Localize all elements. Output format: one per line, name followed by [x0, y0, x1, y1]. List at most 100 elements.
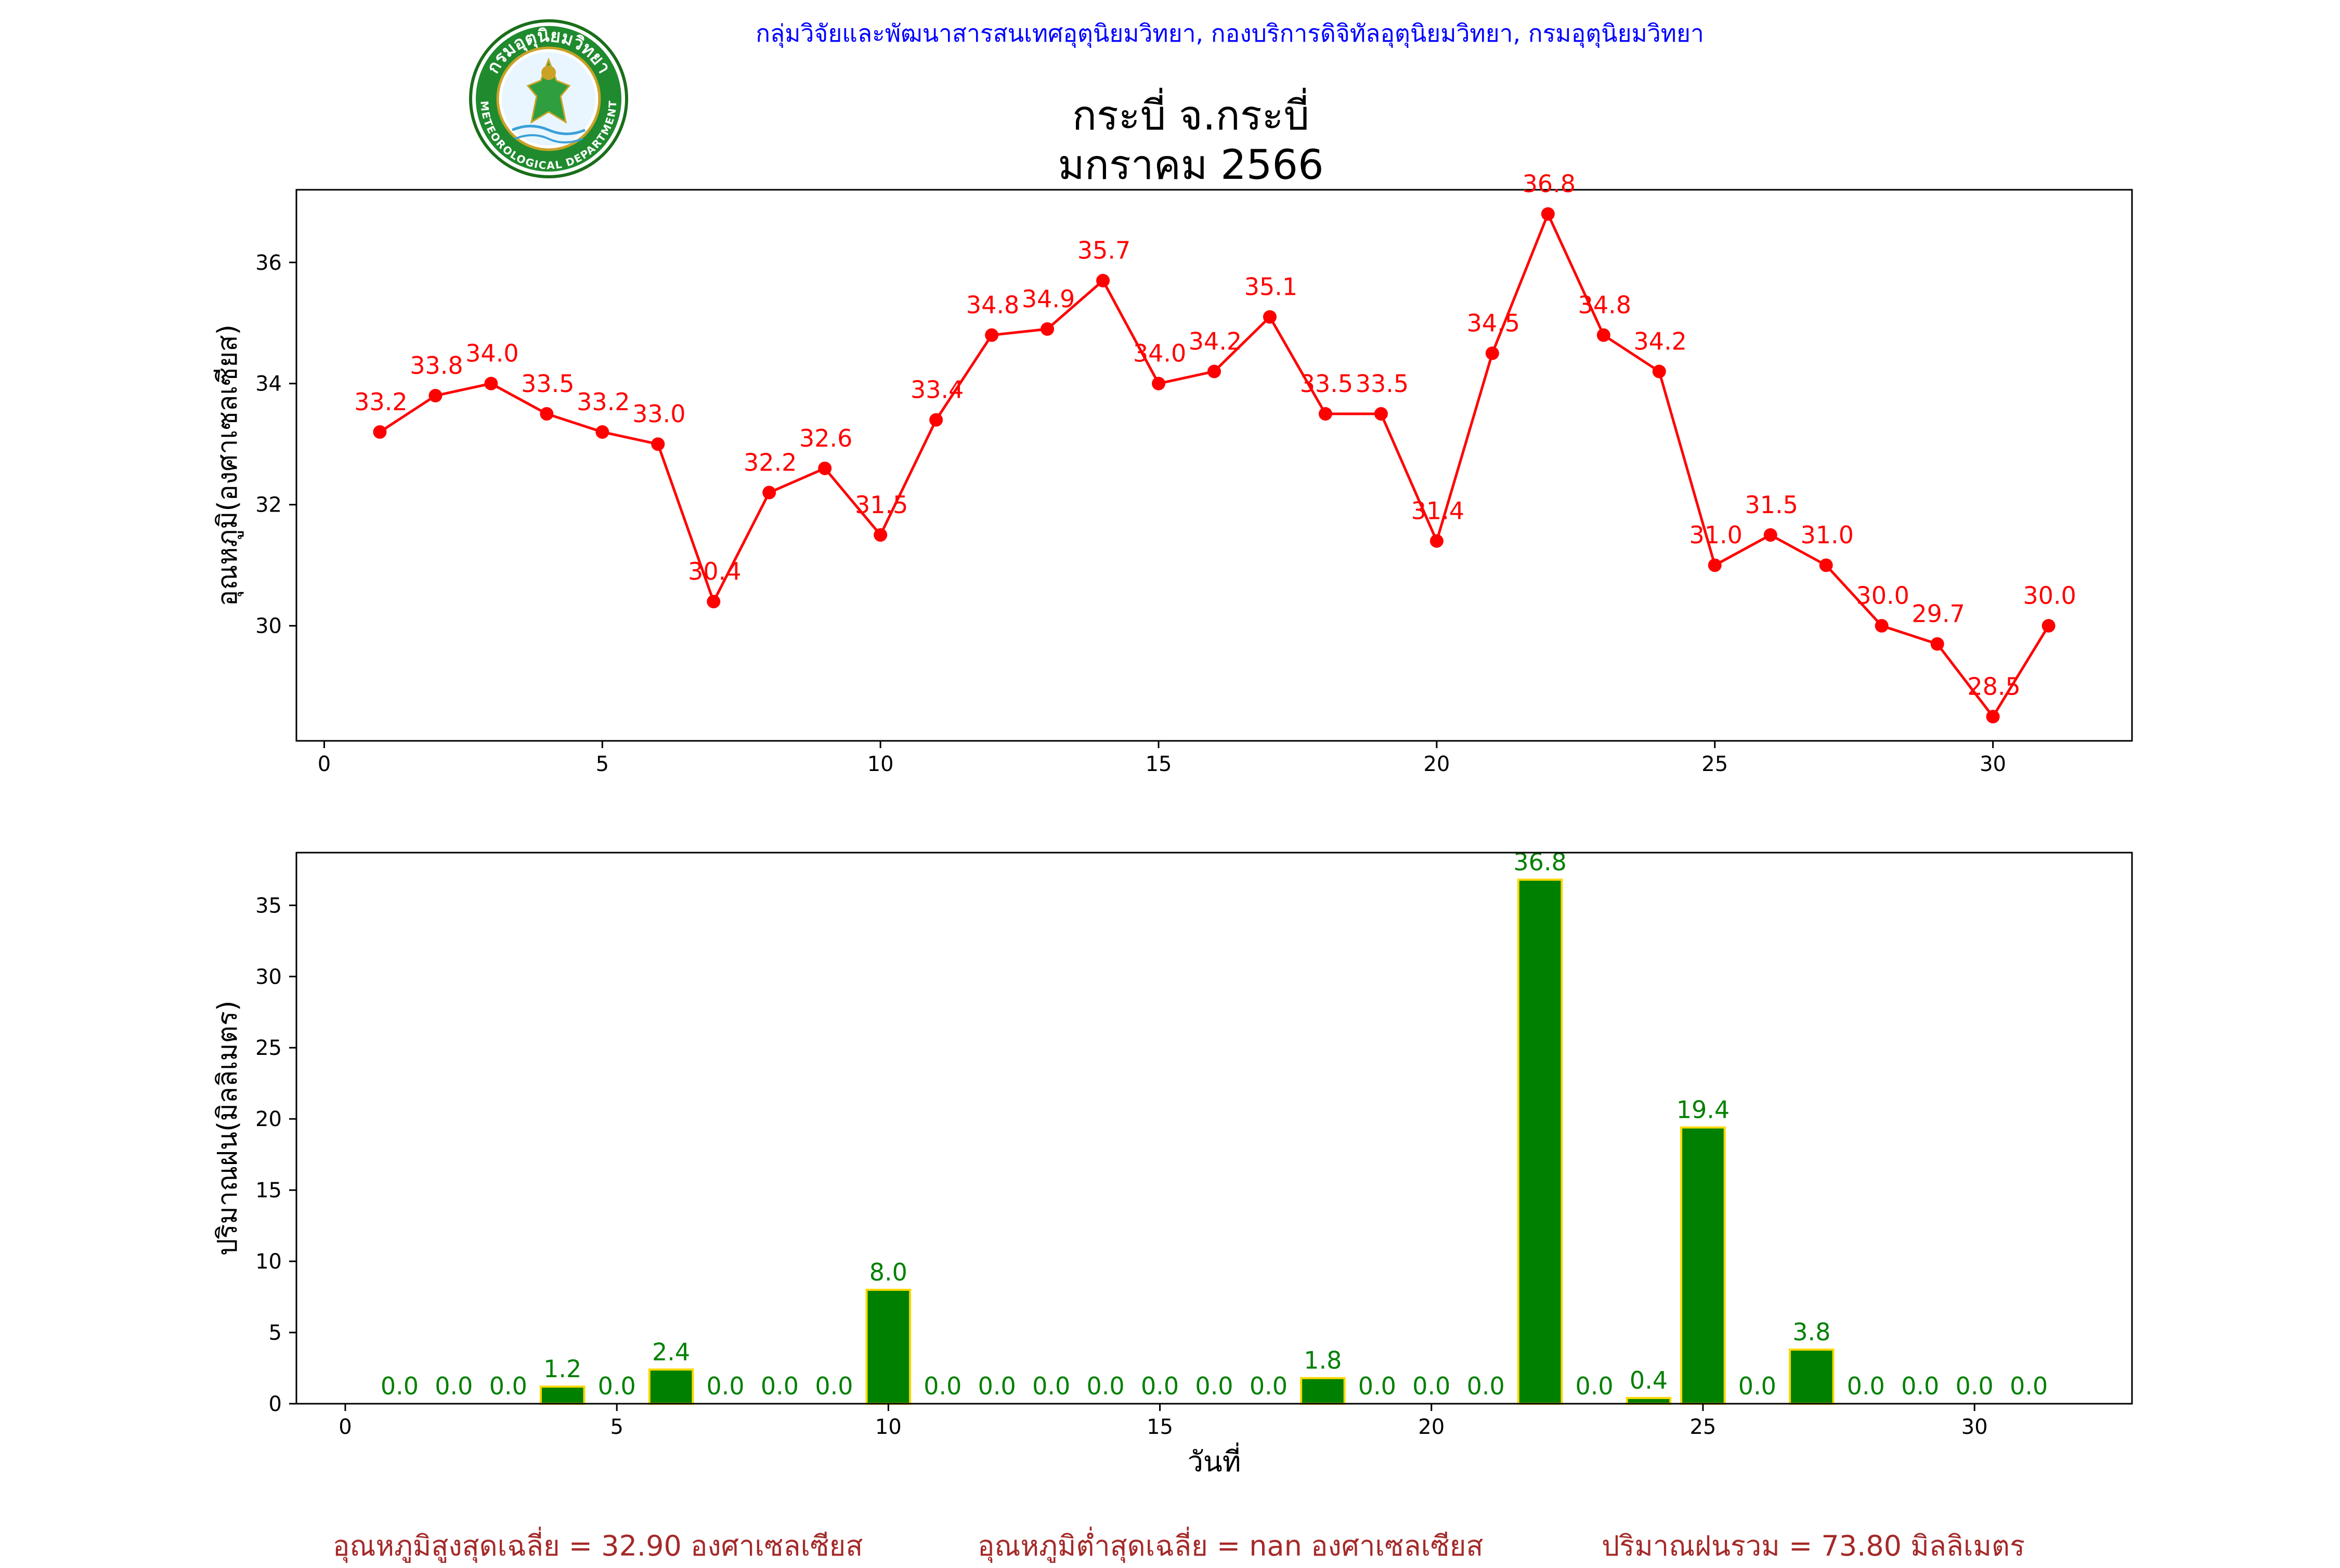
rain-data-label: 0.0: [1956, 1372, 1994, 1400]
rain-data-label: 0.0: [1358, 1372, 1396, 1400]
rain-data-label: 0.0: [1195, 1372, 1233, 1400]
temp-data-label: 35.7: [1077, 237, 1130, 265]
rain-data-label: 0.0: [924, 1372, 961, 1400]
temp-point: [1096, 273, 1110, 288]
temp-data-label: 34.0: [465, 339, 518, 368]
footer-total-rain: ปริมาณฝนรวม = 73.80 มิลลิเมตร: [1602, 1530, 2025, 1562]
temp-plot-frame: [295, 189, 2133, 742]
temp-point: [1930, 637, 1944, 651]
temp-data-label: 34.2: [1189, 327, 1242, 355]
temp-point: [874, 528, 888, 542]
rain-xtick-label: 25: [1689, 1415, 1716, 1439]
temp-point: [818, 461, 832, 475]
agency-line: กลุ่มวิจัยและพัฒนาสารสนเทศอุตุนิยมวิทยา,…: [756, 19, 1704, 47]
temp-data-label: 34.2: [1634, 327, 1687, 355]
temp-data-label: 34.0: [1133, 339, 1186, 368]
rain-bar: [865, 1288, 912, 1405]
rain-plot-frame: [295, 852, 2133, 1405]
temp-point: [1041, 322, 1055, 336]
temp-point: [1596, 328, 1610, 342]
temp-data-label: 34.8: [966, 291, 1019, 319]
temp-data-label: 33.2: [354, 388, 407, 416]
temp-point: [1541, 207, 1555, 221]
temp-point: [1763, 528, 1777, 542]
temp-point: [373, 425, 387, 439]
rain-xlabel: วันที่: [1188, 1442, 1241, 1478]
temp-point: [1819, 558, 1833, 572]
rain-xtick-label: 0: [339, 1415, 352, 1439]
department-logo: กรมอุตุนิยมวิทยา METEOROLOGICAL DEPARTME…: [469, 19, 628, 178]
temp-data-label: 34.8: [1578, 291, 1631, 319]
temp-ylabel: อุณหภูมิ(องศาเซลเซียส): [212, 324, 244, 606]
temp-ytick-label: 32: [255, 493, 282, 517]
rain-ytick-label: 25: [255, 1036, 282, 1060]
temp-data-label: 33.0: [632, 400, 685, 428]
temp-point: [1986, 710, 2000, 724]
rain-bar: [1300, 1377, 1346, 1405]
rain-data-label: 0.0: [2010, 1372, 2048, 1400]
rain-ytick-label: 20: [255, 1107, 282, 1131]
temp-point: [762, 486, 776, 500]
rain-data-label: 0.0: [1901, 1372, 1939, 1400]
rain-ytick-label: 35: [255, 894, 282, 918]
rain-data-label: 0.0: [598, 1372, 636, 1400]
rain-bar: [1680, 1126, 1726, 1405]
rain-data-label: 0.0: [1575, 1372, 1613, 1400]
rain-data-label: 0.0: [1847, 1372, 1885, 1400]
temp-xtick-label: 30: [1980, 752, 2006, 776]
temp-point: [595, 425, 609, 439]
rain-data-label: 0.0: [489, 1372, 527, 1400]
temp-point: [1708, 558, 1722, 572]
temp-point: [1152, 376, 1166, 390]
footer-avg-min: อุณหภูมิต่ำสุดเฉลี่ย = nan องศาเซลเซียส: [978, 1530, 1484, 1562]
rain-data-label: 0.0: [1412, 1372, 1450, 1400]
rain-bar: [1626, 1397, 1672, 1405]
rain-data-label: 8.0: [869, 1258, 907, 1286]
temp-point: [1875, 619, 1889, 633]
rain-bar: [648, 1368, 694, 1405]
temp-data-label: 31.5: [1745, 491, 1798, 519]
rain-xtick-label: 10: [875, 1415, 902, 1439]
temp-point: [1374, 407, 1388, 421]
temp-data-label: 33.8: [410, 351, 463, 380]
rain-data-label: 1.8: [1304, 1347, 1342, 1375]
temp-data-label: 31.0: [1800, 521, 1853, 549]
temp-data-label: 28.5: [1967, 672, 2020, 700]
temp-point: [1652, 364, 1666, 378]
rain-data-label: 0.0: [1141, 1372, 1179, 1400]
rainfall-chart: 0.0 0.0 0.0 1.2 0.0 2.4 0.0 0.0 0.0 8.0 0.0 0.0 0.0 0…: [212, 848, 2133, 1478]
temp-point: [985, 328, 999, 342]
temp-data-label: 33.4: [911, 376, 964, 404]
temp-data-label: 34.9: [1022, 285, 1075, 313]
temp-point: [2042, 619, 2056, 633]
temp-data-label: 33.2: [577, 388, 630, 416]
temp-xtick-label: 15: [1146, 752, 1172, 776]
rain-data-label: 0.0: [1738, 1372, 1776, 1400]
temp-series-line: [379, 211, 2050, 719]
footer-avg-max: อุณหภูมิสูงสุดเฉลี่ย = 32.90 องศาเซลเซีย…: [333, 1530, 863, 1562]
rain-data-label: 0.0: [1250, 1372, 1288, 1400]
rain-data-label: 0.4: [1630, 1366, 1668, 1394]
rain-bar: [1789, 1348, 1835, 1405]
rain-bar: [539, 1386, 586, 1405]
temp-point: [428, 389, 443, 403]
temp-data-label: 34.5: [1467, 309, 1520, 337]
temp-point: [540, 407, 554, 421]
rain-xtick-label: 15: [1147, 1415, 1173, 1439]
rain-ytick-label: 10: [255, 1250, 282, 1274]
temp-ytick-label: 36: [255, 251, 282, 275]
rain-data-label: 0.0: [706, 1372, 744, 1400]
temp-data-label: 31.4: [1411, 497, 1464, 525]
rain-data-label: 1.2: [543, 1355, 581, 1383]
rain-data-label: 19.4: [1676, 1096, 1730, 1124]
rain-ytick-label: 30: [255, 965, 282, 989]
rain-data-label: 0.0: [761, 1372, 799, 1400]
rain-data-label: 0.0: [435, 1372, 473, 1400]
temp-ytick-label: 34: [255, 372, 282, 396]
temp-data-label: 33.5: [1356, 370, 1409, 398]
rain-xtick-label: 5: [610, 1415, 623, 1439]
temp-xtick-label: 0: [318, 752, 331, 776]
chart-title-month: มกราคม 2566: [1058, 142, 1324, 189]
temp-point: [1207, 364, 1221, 378]
